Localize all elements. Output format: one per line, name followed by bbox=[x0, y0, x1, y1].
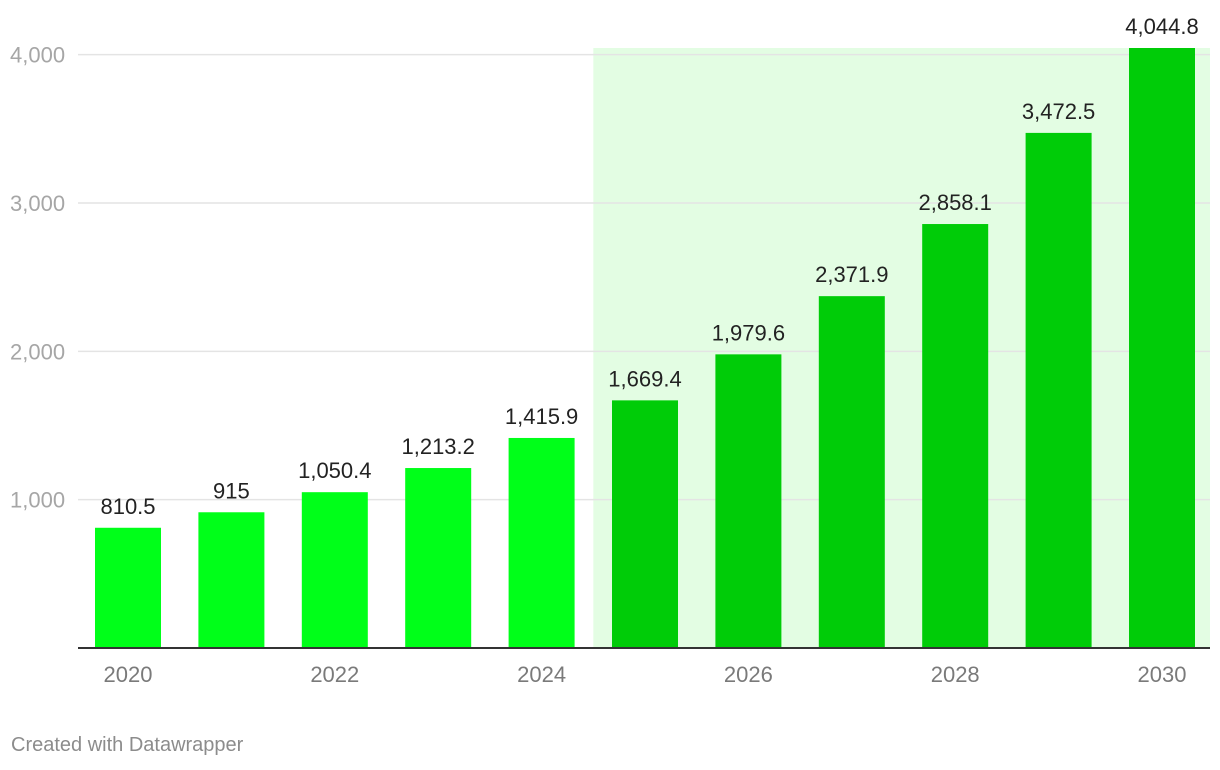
bar-2026 bbox=[715, 354, 782, 648]
value-label-2020: 810.5 bbox=[100, 494, 155, 519]
value-label-2027: 2,371.9 bbox=[815, 262, 888, 287]
bar-2023 bbox=[405, 468, 472, 648]
x-tick-label: 2026 bbox=[724, 662, 773, 687]
bar-2022 bbox=[301, 492, 368, 648]
bar-2020 bbox=[95, 527, 161, 648]
bar-2024 bbox=[508, 437, 575, 648]
x-tick-label: 2030 bbox=[1138, 662, 1187, 687]
value-label-2022: 1,050.4 bbox=[298, 458, 371, 483]
bar-2025 bbox=[612, 400, 678, 648]
value-label-2030: 4,044.8 bbox=[1125, 14, 1198, 39]
gridlines: 1,000 2,000 3,000 4,000 bbox=[10, 43, 1210, 513]
value-label-2029: 3,472.5 bbox=[1022, 99, 1095, 124]
forecast-shaded-region bbox=[593, 48, 1210, 648]
value-label-2028: 2,858.1 bbox=[918, 190, 991, 215]
value-label-2025: 1,669.4 bbox=[608, 366, 681, 391]
value-label-2021: 915 bbox=[213, 478, 250, 503]
value-label-2024: 1,415.9 bbox=[505, 404, 578, 429]
x-tick-label: 2024 bbox=[517, 662, 566, 687]
datawrapper-credit: Created with Datawrapper bbox=[11, 734, 244, 756]
bar-2030 bbox=[1129, 48, 1195, 648]
y-tick-label: 3,000 bbox=[10, 191, 65, 216]
bar-2028 bbox=[922, 224, 989, 648]
x-tick-label: 2022 bbox=[310, 662, 359, 687]
x-axis-tick-labels: 2020 2022 2024 2026 2028 2030 bbox=[104, 662, 1187, 687]
bar-2027 bbox=[818, 296, 885, 648]
value-label-2023: 1,213.2 bbox=[401, 434, 474, 459]
value-labels-group: 810.5 915 1,050.4 1,213.2 1,415.9 1,669.4 1,97… bbox=[100, 14, 1198, 519]
y-tick-label: 2,000 bbox=[10, 339, 65, 364]
bar-2029 bbox=[1025, 132, 1092, 649]
bar-2021 bbox=[198, 512, 265, 648]
x-tick-label: 2020 bbox=[104, 662, 153, 687]
x-tick-label: 2028 bbox=[931, 662, 980, 687]
y-tick-label: 4,000 bbox=[10, 43, 65, 68]
bars-group bbox=[95, 48, 1195, 649]
value-label-2026: 1,979.6 bbox=[712, 320, 785, 345]
y-tick-label: 1,000 bbox=[10, 488, 65, 513]
